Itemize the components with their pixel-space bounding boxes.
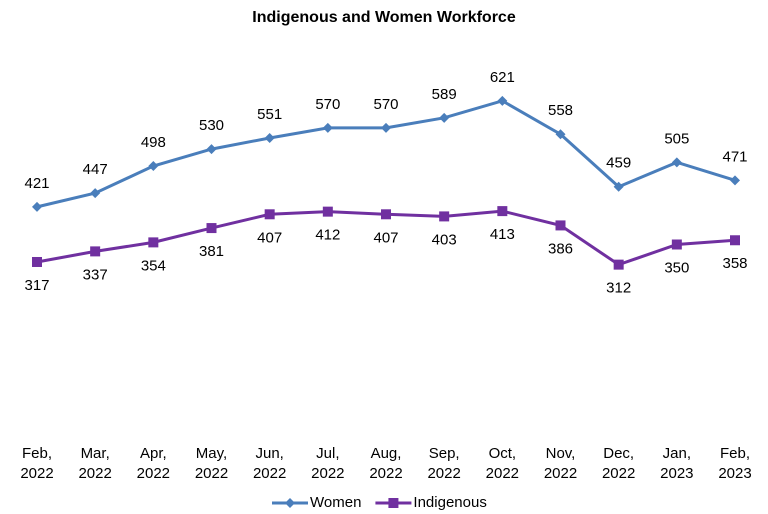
point: [497, 206, 508, 217]
data-label: 459: [606, 155, 631, 172]
point: [285, 498, 295, 508]
point: [555, 220, 566, 231]
data-label: 498: [141, 134, 166, 151]
data-label: 317: [24, 277, 49, 294]
x-tick-label: Oct, 2022: [486, 445, 519, 482]
point: [148, 237, 159, 248]
x-tick-label: Mar, 2022: [78, 445, 111, 482]
x-tick-label: Apr, 2022: [137, 445, 170, 482]
x-tick-label: Jan, 2023: [660, 445, 693, 482]
point: [730, 235, 740, 246]
data-label: 447: [83, 161, 108, 178]
point: [32, 256, 42, 267]
data-label: 358: [722, 255, 747, 272]
x-tick-label: Sep, 2022: [427, 445, 460, 482]
point: [388, 498, 399, 508]
data-label: 386: [548, 240, 573, 257]
chart-title: Indigenous and Women Workforce: [252, 9, 516, 26]
data-label: 530: [199, 117, 224, 134]
x-tick-label: Feb, 2022: [20, 445, 53, 482]
point: [671, 157, 682, 168]
point: [439, 211, 450, 222]
data-label: 558: [548, 102, 573, 119]
x-tick-label: Jul, 2022: [311, 445, 344, 482]
point: [90, 246, 101, 257]
point: [264, 209, 275, 220]
point: [613, 181, 624, 192]
data-label: 354: [141, 257, 166, 274]
x-tick-label: Dec, 2022: [602, 445, 635, 482]
point: [264, 132, 275, 143]
data-label: 413: [490, 226, 515, 243]
data-label: 621: [490, 69, 515, 86]
data-label: 589: [432, 86, 457, 103]
data-label: 407: [257, 229, 282, 246]
point: [439, 112, 450, 123]
point: [730, 175, 740, 186]
data-label: 505: [664, 130, 689, 147]
point: [148, 161, 159, 172]
x-tick-label: Feb, 2023: [718, 445, 751, 482]
data-label: 350: [664, 259, 689, 276]
data-label: 403: [432, 231, 457, 248]
series: 421 447 498 530 551 570 570 589 621 558 459 505 471: [24, 69, 748, 212]
legend-label: Indigenous: [413, 494, 486, 511]
data-label: 337: [83, 266, 108, 283]
data-label: 570: [315, 96, 340, 113]
data-label: 312: [606, 280, 631, 297]
point: [206, 144, 217, 155]
data-label: 551: [257, 106, 282, 123]
point: [32, 201, 42, 212]
point: [322, 122, 333, 133]
x-tick-label: Jun, 2022: [253, 445, 286, 482]
point: [555, 129, 566, 140]
data-label: 381: [199, 243, 224, 260]
x-tick-label: Aug, 2022: [369, 445, 402, 482]
point: [381, 209, 391, 220]
x-tick-label: Nov, 2022: [544, 445, 577, 482]
point: [90, 188, 101, 199]
point: [671, 239, 682, 250]
data-label: 421: [24, 175, 49, 192]
point: [497, 95, 508, 106]
point: [322, 206, 333, 217]
point: [206, 223, 217, 234]
data-label: 407: [373, 229, 398, 246]
data-label: 471: [722, 148, 747, 165]
data-label: 412: [315, 227, 340, 244]
data-label: 570: [373, 96, 398, 113]
x-tick-label: May, 2022: [195, 445, 228, 482]
legend-label: Women: [310, 494, 361, 511]
series: 317 337 354 381 407 412 407 403 413 386 312 350 358: [24, 206, 748, 297]
point: [613, 259, 624, 270]
legend: Women Indigenous: [272, 494, 487, 511]
point: [381, 122, 391, 133]
